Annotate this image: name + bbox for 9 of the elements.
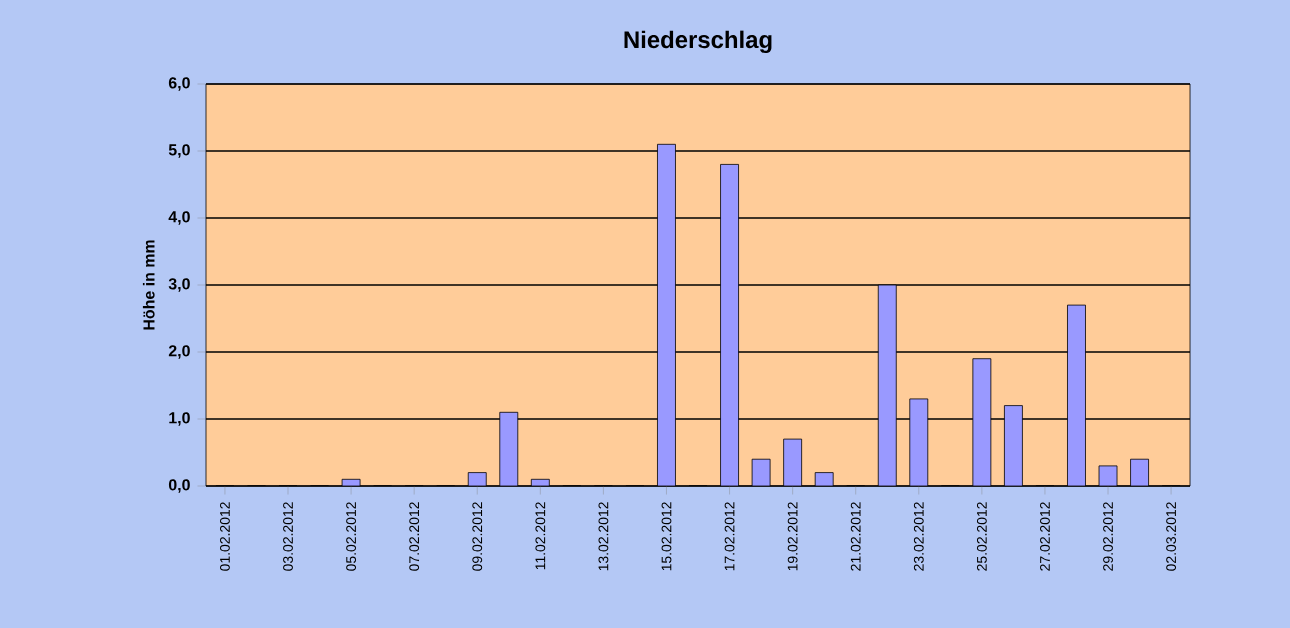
chart-title: Niederschlag [624,30,772,54]
bar [1067,304,1086,486]
bar [783,438,803,486]
bar [499,411,519,486]
bar [909,398,929,486]
bar [1004,405,1023,486]
bar [657,143,676,486]
bar [877,284,897,486]
bar [720,164,739,486]
